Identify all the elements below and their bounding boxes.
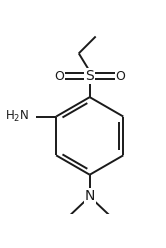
Text: O: O bbox=[116, 70, 125, 83]
Text: N: N bbox=[84, 189, 95, 203]
Text: O: O bbox=[54, 70, 64, 83]
Text: S: S bbox=[85, 69, 94, 83]
Text: H$_2$N: H$_2$N bbox=[5, 109, 29, 124]
